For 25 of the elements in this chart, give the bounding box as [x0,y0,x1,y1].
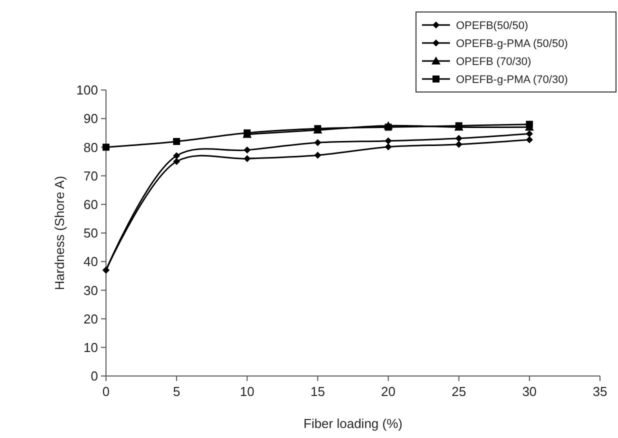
y-tick-label: 10 [84,340,98,355]
y-axis-title: Hardness (Shore A) [52,176,67,290]
y-tick-label: 40 [84,254,98,270]
y-tick-label: 90 [84,111,98,126]
x-tick-label: 0 [102,384,110,399]
x-axis-title: Fiber loading (%) [304,416,402,431]
x-tick-label: 20 [381,384,396,399]
x-tick-label: 25 [452,384,466,399]
y-tick-label: 30 [84,282,98,298]
legend-label: OPEFB (70/30) [456,56,532,68]
legend-label: OPEFB(50/50) [456,20,528,32]
y-tick-label: 80 [84,140,98,155]
x-tick-label: 5 [172,384,180,399]
legend-label: OPEFB-g-PMA (50/50) [456,38,568,50]
x-tick-label: 30 [522,384,537,399]
y-tick-label: 20 [84,311,98,326]
x-tick-label: 35 [592,384,608,399]
y-tick-label: 60 [84,196,98,212]
y-tick-label: 50 [84,226,98,241]
x-tick-label: 15 [310,384,325,399]
y-tick-label: 70 [84,168,98,184]
legend-label: OPEFB-g-PMA (70/30) [456,74,568,86]
x-tick-label: 10 [240,384,254,399]
y-tick-label: 0 [90,368,98,384]
y-tick-label: 100 [76,82,98,98]
